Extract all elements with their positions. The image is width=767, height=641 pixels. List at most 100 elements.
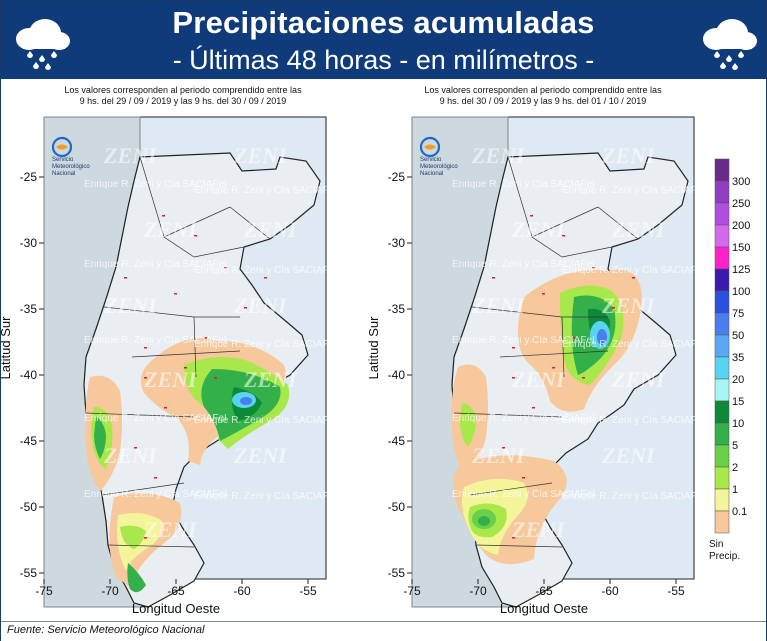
zeni-watermark: ZENI — [233, 293, 288, 318]
province-boundary — [597, 206, 639, 240]
no-precip-label: Sin — [709, 539, 723, 550]
zeni-watermark: ZENI — [471, 293, 526, 318]
station-marker — [582, 377, 585, 379]
zeni-watermark: ZENI — [103, 293, 158, 318]
company-watermark: Enrique R. Zeni y Cía SACIAFeI — [84, 489, 227, 500]
legend-swatch — [714, 444, 730, 468]
company-watermark: Enrique R. Zeni y Cía SACIAFeI — [562, 415, 705, 426]
legend-swatch — [714, 268, 730, 292]
zeni-watermark: ZENI — [103, 443, 158, 468]
company-watermark: Enrique R. Zeni y Cía SACIAFeI — [562, 185, 705, 196]
station-marker — [632, 277, 635, 279]
legend-swatch — [714, 488, 730, 512]
company-watermark: Enrique R. Zeni y Cía SACIAFeI — [452, 413, 595, 424]
rain-cloud-icon — [9, 13, 73, 71]
legend-level-label: 15 — [732, 396, 744, 408]
station-marker — [532, 407, 535, 409]
legend-swatch — [714, 378, 730, 402]
legend-swatch — [714, 312, 730, 336]
zeni-watermark: ZENI — [471, 443, 526, 468]
zeni-watermark: ZENI — [601, 143, 656, 168]
legend-level-label: 1 — [732, 484, 738, 496]
company-watermark: Enrique R. Zeni y Cía SACIAFeI — [562, 339, 705, 350]
maps-svg: ZENI ZENI ZENI ZENI ZENI ZENI ZENI ZENI ZENI ZENI… — [0, 116, 750, 616]
company-watermark: Enrique R. Zeni y Cía SACIAFeI — [84, 179, 227, 190]
zeni-watermark: ZENI — [471, 143, 526, 168]
station-marker — [592, 267, 595, 269]
company-watermark: Enrique R. Zeni y Cía SACIAFeI — [452, 489, 595, 500]
precipitation-area — [597, 329, 607, 345]
zeni-watermark: ZENI — [233, 443, 288, 468]
legend-swatch — [714, 224, 730, 248]
province-boundary — [453, 412, 563, 418]
smn-logo-text: Servicio — [52, 157, 74, 163]
station-marker — [184, 367, 187, 369]
province-boundary — [561, 316, 565, 378]
y-tick-label: -55 — [388, 566, 406, 580]
station-marker — [194, 235, 197, 237]
province-boundary — [229, 206, 271, 240]
x-axis-label: Longitud Oeste — [132, 601, 220, 616]
x-tick-label: -65 — [167, 584, 185, 598]
y-tick-label: -40 — [388, 368, 406, 382]
legend-swatch — [714, 246, 730, 270]
legend-level-label: 250 — [732, 198, 750, 210]
x-tick-label: -60 — [601, 584, 619, 598]
precipitation-area — [120, 525, 146, 549]
company-watermark: Enrique R. Zeni y Cía SACIAFeI — [562, 265, 705, 276]
smn-logo-icon — [51, 136, 73, 158]
station-marker — [224, 267, 227, 269]
footer: Fuente: Servicio Meteorológico Nacional — [1, 621, 766, 641]
map-panel-left: ZENI ZENI ZENI ZENI ZENI ZENI ZENI ZENI ZENI ZENI… — [0, 116, 337, 616]
smn-logo-text: Nacional — [420, 171, 443, 177]
station-marker — [512, 377, 515, 379]
province-boundary — [499, 350, 609, 358]
station-marker — [512, 347, 515, 349]
province-boundary — [531, 206, 599, 238]
y-tick-label: -50 — [388, 500, 406, 514]
province-boundary — [131, 350, 241, 358]
legend-swatch — [714, 180, 730, 204]
y-tick-label: -25 — [20, 170, 38, 184]
x-tick-label: -65 — [535, 584, 553, 598]
company-watermark: Enrique R. Zeni y Cía SACIAFeI — [452, 259, 595, 270]
page-subtitle: - Últimas 48 horas - en milímetros - — [172, 45, 595, 75]
legend-swatch — [714, 400, 730, 424]
legend-swatch — [714, 202, 730, 226]
no-precip-label: Precip. — [709, 551, 740, 562]
province-boundary — [85, 412, 195, 418]
station-marker — [244, 307, 247, 309]
y-tick-label: -30 — [388, 236, 406, 250]
y-tick-label: -35 — [20, 302, 38, 316]
header-banner: Precipitaciones acumuladas - Últimas 48 … — [1, 1, 766, 79]
legend-level-label: 300 — [732, 176, 750, 188]
legend-level-label: 20 — [732, 374, 744, 386]
zeni-watermark: ZENI — [611, 367, 666, 392]
station-marker — [562, 235, 565, 237]
company-watermark: Enrique R. Zeni y Cía SACIAFeI — [84, 259, 227, 270]
legend-level-label: 125 — [732, 264, 750, 276]
company-watermark: Enrique R. Zeni y Cía SACIAFeI — [194, 339, 337, 350]
station-marker — [542, 293, 545, 295]
y-tick-label: -55 — [20, 566, 38, 580]
station-marker — [552, 367, 555, 369]
legend-level-label: 50 — [732, 330, 744, 342]
zeni-watermark: ZENI — [143, 367, 198, 392]
zeni-watermark: ZENI — [143, 517, 198, 542]
page-title: Precipitaciones acumuladas — [172, 5, 595, 40]
province-boundary — [101, 482, 185, 496]
x-tick-label: -60 — [233, 584, 251, 598]
rain-cloud-icon — [696, 13, 760, 71]
zeni-watermark: ZENI — [511, 517, 566, 542]
station-marker — [124, 277, 127, 279]
smn-logo-text: Servicio — [420, 157, 442, 163]
smn-logo-icon — [419, 136, 441, 158]
legend-swatch — [714, 466, 730, 490]
legend-level-label: 10 — [732, 418, 744, 430]
precipitation-area — [94, 417, 106, 459]
zeni-watermark: ZENI — [601, 293, 656, 318]
station-marker — [144, 347, 147, 349]
province-boundary — [193, 316, 197, 378]
